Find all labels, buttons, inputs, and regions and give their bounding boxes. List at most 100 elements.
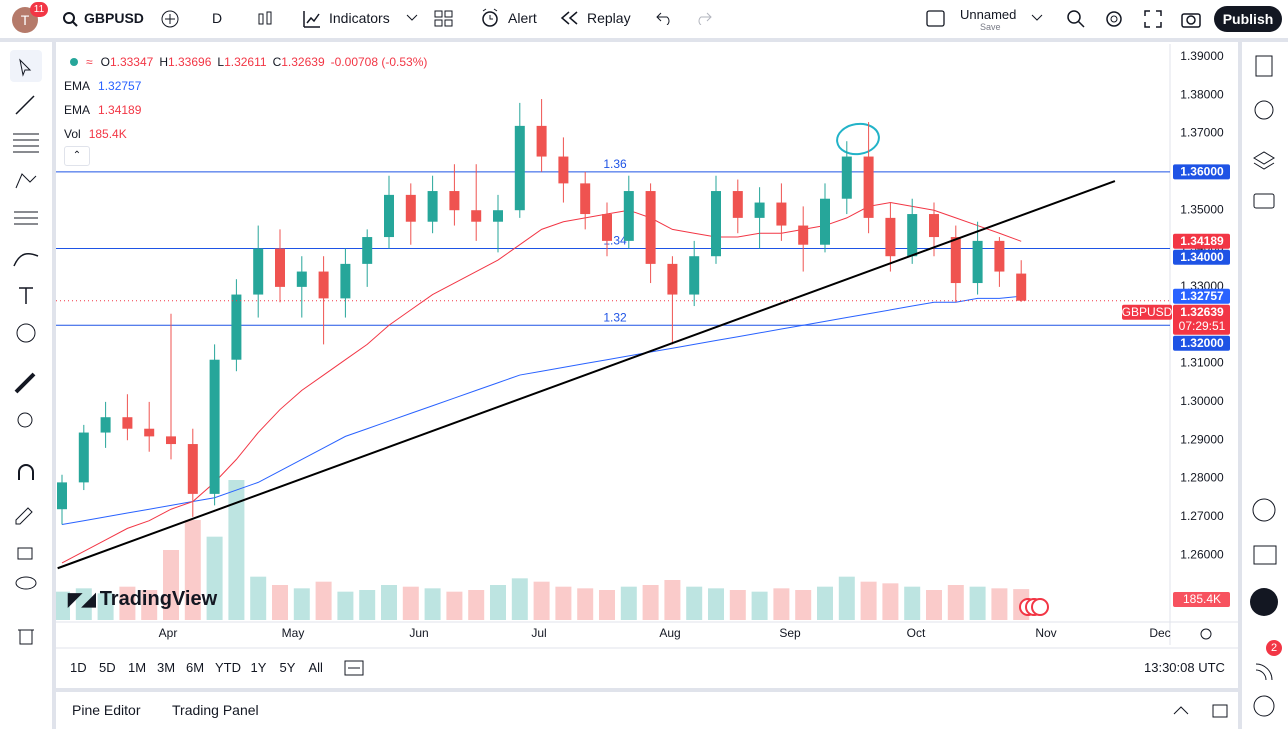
fib-tool[interactable] xyxy=(13,133,39,153)
bottom-tab[interactable]: Trading Panel xyxy=(172,702,259,718)
candle-body xyxy=(711,191,721,257)
candle-body xyxy=(384,194,394,238)
price-badge-label: 1.36000 xyxy=(1180,165,1224,179)
collapse-legend[interactable]: ⌃ xyxy=(64,146,90,166)
dropdown[interactable] xyxy=(406,13,418,23)
help-icon[interactable] xyxy=(1253,695,1275,717)
right-sidebar: 2 xyxy=(1242,42,1288,729)
candle-body xyxy=(231,294,242,360)
plot-area: 1.361.341.32 xyxy=(56,99,1170,620)
ohlc-key: C xyxy=(272,55,282,69)
magnet-tool[interactable] xyxy=(18,464,34,480)
alerts-icon[interactable] xyxy=(1254,100,1274,120)
volume-bar xyxy=(468,590,485,620)
zoom-tool[interactable] xyxy=(17,412,33,428)
chart-type[interactable] xyxy=(256,9,274,29)
date-range-icon[interactable] xyxy=(344,660,364,676)
layout-box[interactable] xyxy=(926,10,946,28)
calendar-icon[interactable] xyxy=(1253,545,1277,565)
indicator-row: EMA 1.32757 xyxy=(64,74,427,98)
bottom-tab[interactable]: Pine Editor xyxy=(72,702,141,718)
stay-drawing-tool[interactable] xyxy=(15,507,33,525)
ruler-tool[interactable] xyxy=(14,372,36,394)
candle-body xyxy=(732,191,743,218)
price-badge xyxy=(1173,335,1230,351)
wave-icon: ≈ xyxy=(86,55,93,69)
indicator-value: 1.34189 xyxy=(98,103,142,117)
pattern-tool[interactable] xyxy=(15,173,37,189)
text-tool[interactable] xyxy=(19,287,33,304)
drawing-toolbar xyxy=(0,42,52,729)
fullscreen[interactable] xyxy=(1143,9,1163,29)
symbol-tag: GBPUSD xyxy=(1122,305,1173,319)
redo[interactable] xyxy=(694,11,712,25)
timeframe-button[interactable]: 1D xyxy=(70,660,87,675)
replay-button[interactable]: Replay xyxy=(587,10,631,26)
indicator-row: EMA 1.34189 xyxy=(64,98,427,122)
candle-body xyxy=(645,191,656,264)
watchlist-icon[interactable] xyxy=(1255,55,1273,77)
volume-bar xyxy=(272,585,288,620)
volume-bar xyxy=(446,591,463,620)
interval[interactable]: D xyxy=(212,10,223,26)
clock: 13:30:08 UTC xyxy=(1144,660,1225,675)
brush-tool[interactable] xyxy=(13,252,39,267)
ema-line xyxy=(61,202,1022,564)
volume-bar xyxy=(402,586,419,620)
timeframe-button[interactable]: 1Y xyxy=(250,660,267,675)
candle-body xyxy=(209,359,220,494)
candle-body xyxy=(907,214,918,257)
axis-settings[interactable] xyxy=(1200,628,1212,640)
remove-tool[interactable] xyxy=(18,629,34,645)
products-icon[interactable] xyxy=(1250,588,1278,616)
layouts-icon[interactable] xyxy=(434,10,454,28)
x-tick-label: Oct xyxy=(907,626,926,640)
alert-icon[interactable] xyxy=(480,8,500,28)
candle-body xyxy=(623,191,634,241)
lock-tool[interactable] xyxy=(17,547,33,560)
y-tick-label: 1.30000 xyxy=(1180,394,1224,408)
x-tick-label: Aug xyxy=(659,626,680,640)
hide-tool[interactable] xyxy=(15,576,37,590)
line-tool[interactable] xyxy=(15,95,35,115)
expand-panel[interactable] xyxy=(1173,706,1189,715)
candle-body xyxy=(689,256,700,295)
projection-tool[interactable] xyxy=(14,211,38,225)
symbol[interactable]: GBPUSD xyxy=(84,10,144,26)
timeframe-button[interactable]: YTD xyxy=(215,660,241,675)
indicators-icon[interactable] xyxy=(302,9,322,29)
chat-icon[interactable] xyxy=(1253,193,1275,209)
add-symbol[interactable] xyxy=(160,9,180,29)
dropdown[interactable] xyxy=(1031,13,1043,23)
timeframe-button[interactable]: 5Y xyxy=(279,660,296,675)
timeframe-button[interactable]: 1M xyxy=(128,660,147,675)
trendline xyxy=(57,180,1116,570)
sidebar-icons xyxy=(1250,55,1278,717)
ideas-icon[interactable] xyxy=(1255,663,1273,681)
alert-button[interactable]: Alert xyxy=(508,10,537,26)
publish-button[interactable]: Publish xyxy=(1214,6,1282,32)
volume-bar xyxy=(620,586,637,620)
layout-name[interactable]: Unnamed xyxy=(960,7,1017,22)
volume-bar xyxy=(969,586,986,620)
timeframe-button[interactable]: 5D xyxy=(99,660,116,675)
ohlc-value: 1.32639 xyxy=(281,55,325,69)
timeframe-button[interactable]: 3M xyxy=(157,660,176,675)
undo[interactable] xyxy=(656,11,674,25)
snapshot[interactable] xyxy=(1180,9,1202,29)
replay-icon[interactable] xyxy=(560,11,580,25)
data-window-icon[interactable] xyxy=(1253,151,1275,170)
timeframe-button[interactable]: 6M xyxy=(186,660,205,675)
bottom-panel: Pine Editor Trading Panel xyxy=(56,692,1238,729)
indicators-button[interactable]: Indicators xyxy=(329,10,390,26)
ohlc-key: O xyxy=(100,55,110,69)
timeframe-button[interactable]: All xyxy=(308,660,323,675)
emoji-tool[interactable] xyxy=(16,323,36,343)
cursor-tool[interactable] xyxy=(19,58,32,77)
settings[interactable] xyxy=(1104,9,1124,29)
maximize-panel[interactable] xyxy=(1212,704,1228,718)
quick-search[interactable] xyxy=(1066,9,1086,29)
candle-body xyxy=(318,271,329,299)
search-icon[interactable] xyxy=(62,11,78,27)
hotlist-icon[interactable] xyxy=(1252,498,1276,522)
